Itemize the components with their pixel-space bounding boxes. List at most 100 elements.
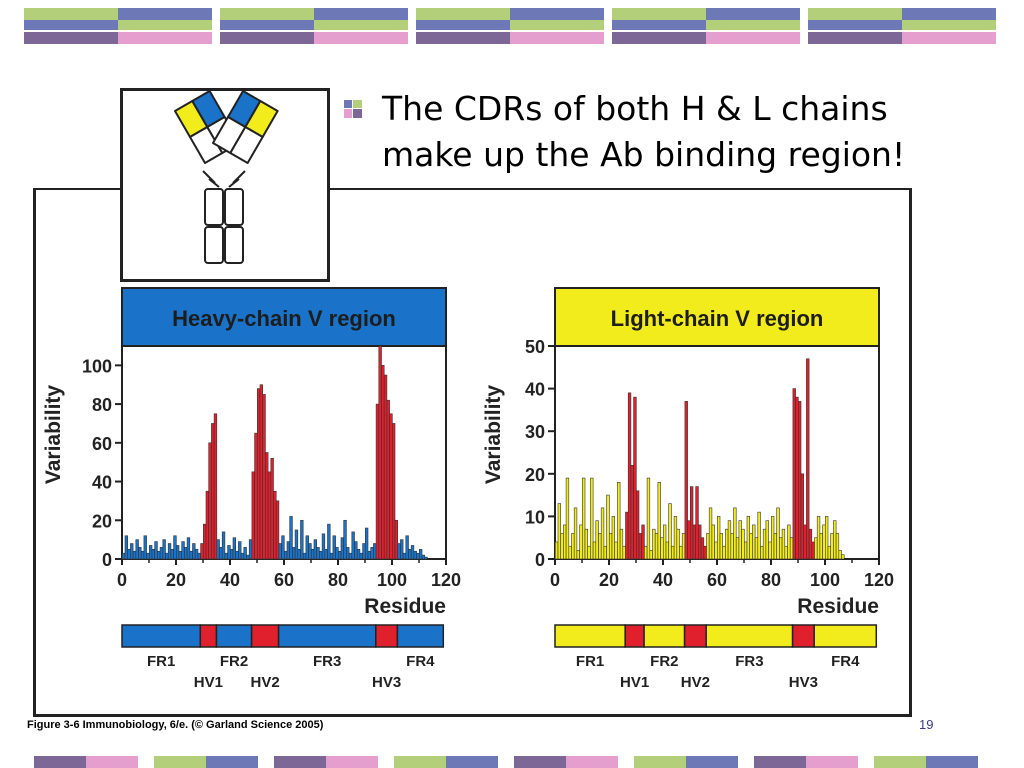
bar	[741, 528, 745, 560]
bar	[324, 549, 328, 560]
bar	[354, 541, 358, 560]
light-plot-area: 0 10 20 30 40 50 0 20 40 60 80 100 120 Residue Variabi…	[482, 337, 894, 691]
bar	[708, 507, 713, 560]
bar	[327, 523, 331, 560]
band-segment	[154, 756, 206, 768]
bar	[310, 549, 315, 560]
band-segment	[314, 32, 408, 44]
region-segment	[215, 624, 253, 648]
bar	[418, 549, 423, 560]
light-chain-chart: Light-chain V region 0 10 20 30 40 50 0 20 40 60 8…	[482, 287, 894, 691]
bar	[652, 528, 656, 560]
bar	[367, 550, 372, 560]
bar	[402, 552, 407, 560]
band-segment	[706, 20, 800, 30]
x-tick-label: 20	[599, 570, 619, 590]
bar	[305, 535, 309, 560]
bar	[654, 533, 659, 560]
bar	[649, 550, 653, 560]
bar	[733, 507, 737, 560]
bar	[370, 547, 374, 560]
header-decoration-band	[0, 8, 1024, 56]
x-tick-label: 60	[274, 570, 294, 590]
bar	[687, 520, 691, 560]
band-segment	[220, 8, 314, 20]
region-segment	[813, 624, 878, 648]
bar	[590, 477, 594, 560]
antibody-diagram	[120, 88, 330, 282]
band-segment	[446, 756, 498, 768]
region-segment	[277, 624, 377, 648]
bar	[278, 543, 282, 560]
bar	[135, 539, 139, 560]
bar	[730, 533, 734, 560]
bar	[400, 539, 404, 560]
bar	[378, 345, 382, 560]
bar	[797, 401, 802, 560]
region-segment	[199, 624, 218, 648]
band-segment	[510, 20, 604, 30]
bar	[695, 486, 699, 560]
bar	[781, 528, 786, 560]
bar	[178, 550, 183, 560]
bar	[563, 524, 567, 560]
bar	[746, 516, 751, 560]
bar	[321, 533, 326, 560]
y-axis-label: Variability	[42, 385, 65, 485]
bar	[822, 524, 826, 560]
bar	[408, 549, 412, 560]
bar	[389, 413, 393, 560]
band-segment	[902, 20, 996, 30]
region-segment	[624, 624, 645, 648]
bar	[614, 541, 618, 560]
band-segment	[808, 20, 902, 30]
bar	[286, 541, 291, 560]
band-segment	[902, 32, 996, 44]
x-tick-label: 0	[117, 570, 127, 590]
bar	[138, 547, 142, 560]
band-segment	[754, 756, 806, 768]
bar	[424, 556, 428, 560]
bar	[735, 537, 740, 560]
bar	[211, 423, 215, 560]
bar	[609, 533, 613, 560]
band-segment	[394, 756, 446, 768]
bar	[684, 401, 688, 560]
bar	[598, 533, 602, 560]
bar	[184, 547, 188, 560]
band-segment	[314, 20, 408, 30]
bar	[663, 524, 667, 560]
bar	[833, 520, 837, 560]
bar	[784, 545, 788, 560]
bar	[259, 384, 264, 560]
bar	[579, 524, 583, 560]
bar	[143, 535, 147, 560]
bar	[803, 524, 807, 560]
bar	[773, 533, 778, 560]
region-segment	[643, 624, 686, 648]
region-segment	[705, 624, 794, 648]
region-label: HV1	[620, 674, 649, 691]
band-segment	[416, 8, 510, 20]
bar	[625, 511, 629, 560]
bar	[356, 549, 361, 560]
bar	[238, 541, 242, 560]
figure-caption: Figure 3-6 Immunobiology, 6/e. (© Garlan…	[27, 719, 324, 731]
bar	[819, 533, 823, 560]
bar	[181, 541, 185, 560]
bar	[224, 552, 228, 560]
region-label: FR3	[735, 653, 763, 670]
bar	[176, 545, 180, 560]
x-tick-label: 100	[377, 570, 407, 590]
bar	[230, 549, 234, 560]
bar	[690, 486, 694, 560]
band-segment	[118, 32, 212, 44]
bar	[657, 482, 661, 560]
bar	[703, 545, 707, 560]
bar	[698, 524, 702, 560]
bar	[159, 547, 164, 560]
bar	[364, 527, 369, 560]
bar	[265, 452, 269, 560]
y-tick-label: 0	[102, 550, 112, 570]
x-tick-label: 40	[220, 570, 240, 590]
